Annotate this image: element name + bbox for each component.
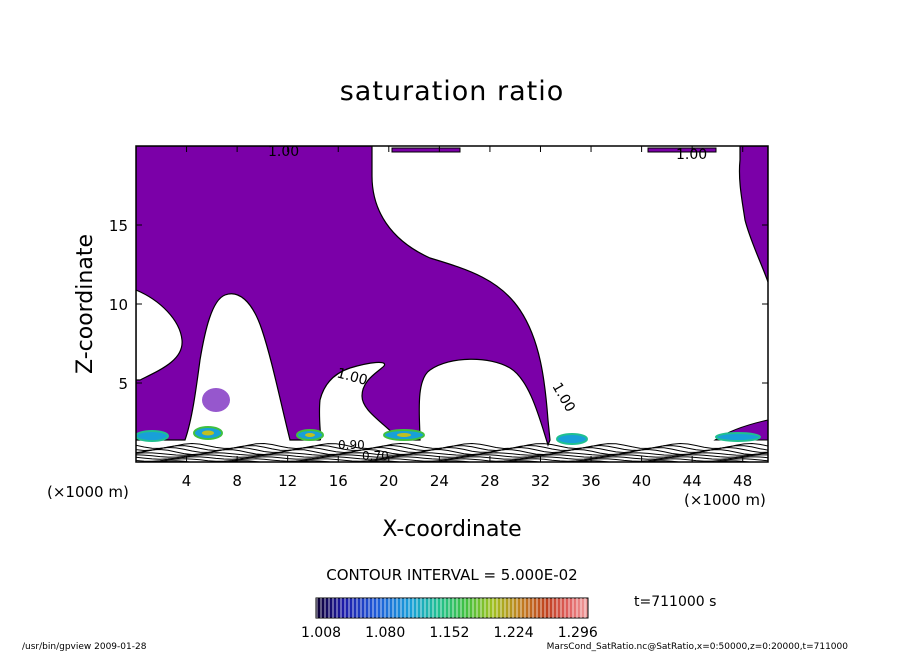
x-tick-label: 36 bbox=[581, 472, 600, 490]
x-tick-label: 28 bbox=[480, 472, 499, 490]
contour-label: 1.00 bbox=[676, 147, 707, 163]
supersaturated-region-top bbox=[391, 147, 717, 153]
colorbar-tick-label: 1.296 bbox=[558, 625, 598, 641]
contour-label: 0.70 bbox=[362, 449, 389, 463]
surface-contour-line bbox=[136, 458, 768, 462]
colorbar-tick-label: 1.224 bbox=[494, 625, 534, 641]
x-tick-label: 32 bbox=[531, 472, 550, 490]
z-unit-label: (×1000 m) bbox=[47, 483, 129, 501]
surface-contours bbox=[136, 442, 768, 462]
subsaturated-pocket bbox=[136, 289, 183, 381]
surface-cells bbox=[136, 388, 761, 445]
y-axis-label: Z-coordinate bbox=[73, 234, 98, 374]
y-tick-label: 15 bbox=[109, 217, 128, 235]
surface-contour-line bbox=[136, 454, 768, 458]
time-label: t=711000 s bbox=[634, 594, 717, 610]
x-tick-label: 8 bbox=[232, 472, 242, 490]
contour-label: 0.90 bbox=[338, 438, 365, 452]
x-tick-label: 48 bbox=[733, 472, 752, 490]
x-tick-label: 16 bbox=[329, 472, 348, 490]
colorbar-tick-label: 1.080 bbox=[365, 625, 405, 641]
x-unit-label: (×1000 m) bbox=[684, 491, 766, 509]
surface-contour-line bbox=[136, 460, 755, 462]
contour-label: 1.00 bbox=[549, 380, 578, 415]
surface-contour-line bbox=[136, 452, 768, 456]
chart-title: saturation ratio bbox=[339, 76, 565, 107]
x-tick-label: 40 bbox=[632, 472, 651, 490]
surface-contour-line bbox=[136, 456, 768, 460]
colorbar-tick-label: 1.152 bbox=[429, 625, 469, 641]
footer-right: MarsCond_SatRatio.nc@SatRatio,x=0:50000,… bbox=[546, 642, 848, 652]
footer-left: /usr/bin/gpview 2009-01-28 bbox=[22, 642, 147, 652]
x-tick-label: 44 bbox=[683, 472, 702, 490]
surface-contour-line bbox=[136, 446, 768, 454]
x-tick-label: 4 bbox=[182, 472, 192, 490]
colorbar-stripes bbox=[316, 598, 588, 618]
supersaturated-region-main bbox=[136, 146, 551, 447]
x-tick-label: 24 bbox=[430, 472, 449, 490]
x-tick-label: 20 bbox=[379, 472, 398, 490]
contour-label: 1.00 bbox=[335, 365, 369, 389]
y-tick-label: 10 bbox=[109, 296, 128, 314]
y-axis-ticks: 5 10 15 bbox=[109, 217, 768, 393]
surface-contour-line bbox=[136, 448, 768, 456]
contour-label: 1.00 bbox=[268, 144, 299, 160]
saturation-fill-region bbox=[136, 146, 768, 447]
x-axis-label: X-coordinate bbox=[382, 517, 521, 542]
x-axis-ticks: 4 8 12 16 20 24 28 32 36 40 44 48 bbox=[182, 146, 752, 490]
colorbar-ticks: 1.008 1.080 1.152 1.224 1.296 bbox=[301, 625, 598, 641]
x-tick-label: 12 bbox=[278, 472, 297, 490]
contour-interval-label: CONTOUR INTERVAL = 5.000E-02 bbox=[326, 566, 578, 584]
supersaturated-region-right bbox=[738, 146, 768, 283]
y-tick-label: 5 bbox=[118, 375, 128, 393]
colorbar-tick-label: 1.008 bbox=[301, 625, 341, 641]
